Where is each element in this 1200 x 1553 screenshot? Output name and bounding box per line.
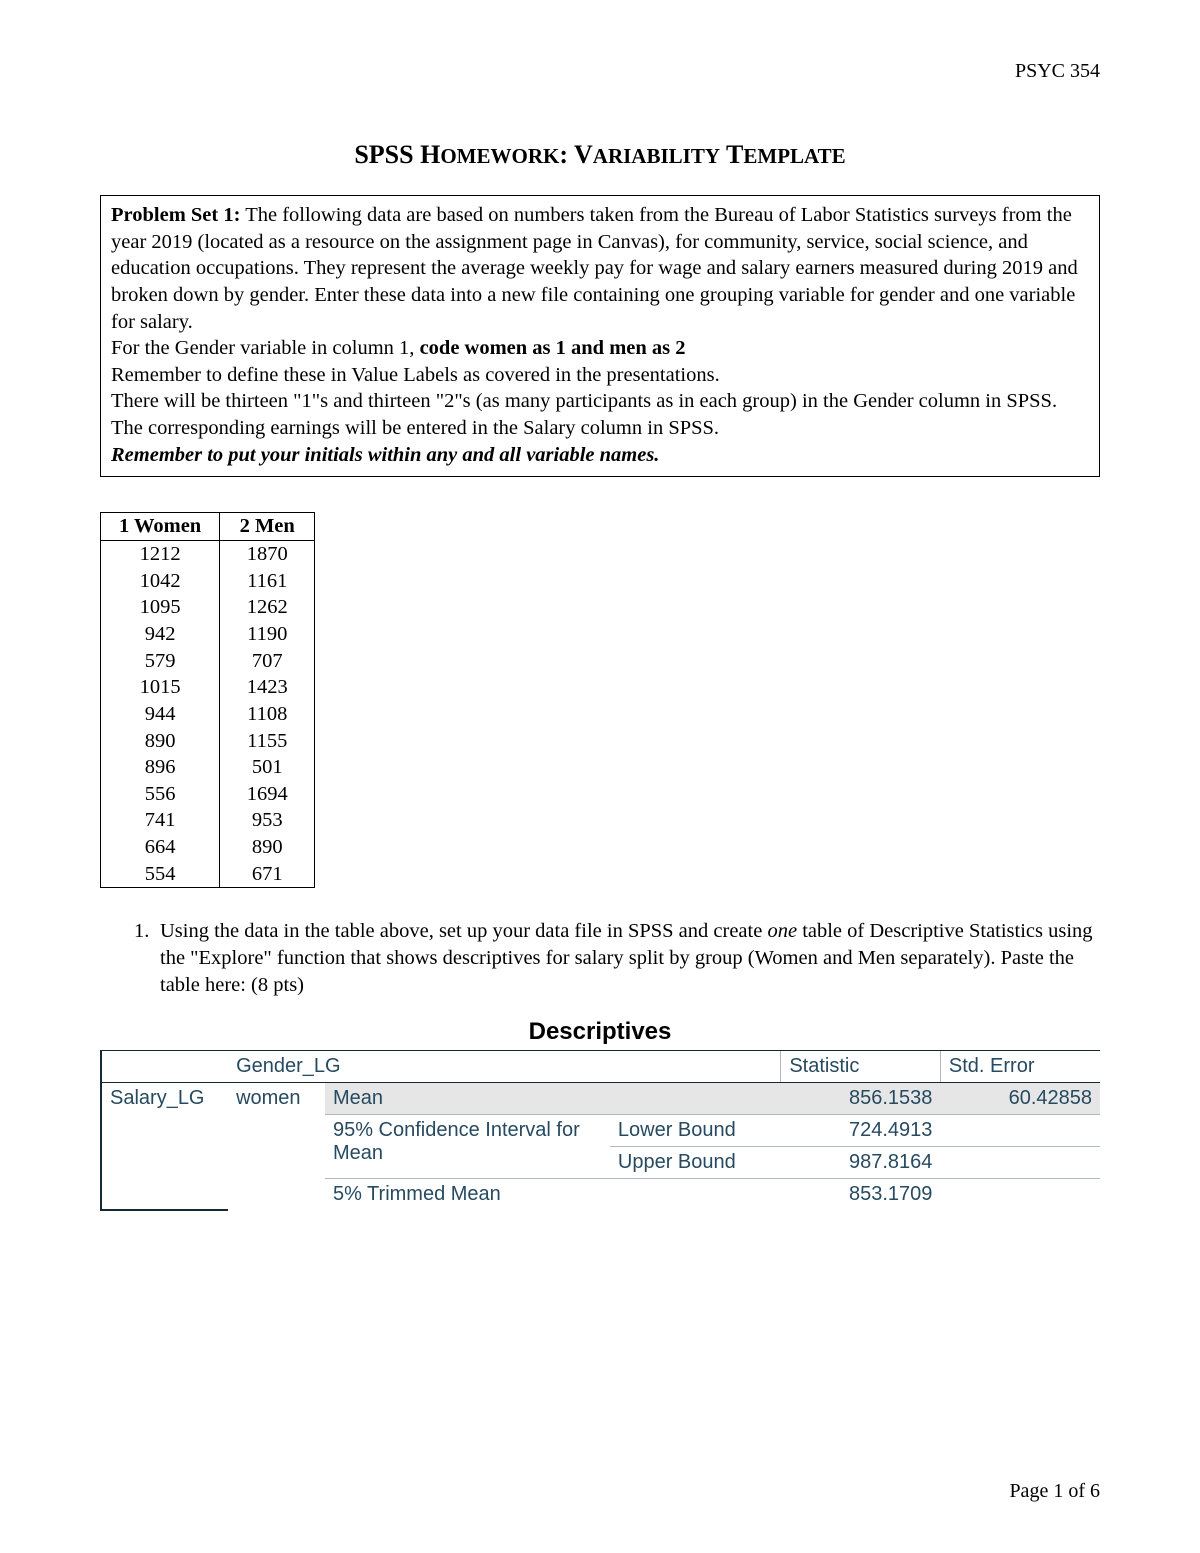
title-part: : V	[559, 140, 592, 169]
spss-trim-label: 5% Trimmed Mean	[325, 1179, 781, 1211]
page-footer: Page 1 of 6	[1009, 1480, 1100, 1503]
data-cell: 556	[101, 781, 220, 808]
data-cell: 664	[101, 834, 220, 861]
page: PSYC 354 SPSS HOMEWORK: VARIABILITY TEMP…	[0, 0, 1200, 1553]
table-row: 896501	[101, 754, 315, 781]
spss-group-label: women	[228, 1083, 325, 1211]
page-title: SPSS HOMEWORK: VARIABILITY TEMPLATE	[100, 140, 1100, 170]
spss-trim-stat: 853.1709	[781, 1179, 941, 1211]
spss-upper-label: Upper Bound	[610, 1147, 781, 1179]
title-part: EMPLATE	[743, 144, 845, 168]
data-cell: 1095	[101, 594, 220, 621]
data-cell: 1262	[220, 594, 315, 621]
data-cell: 1042	[101, 568, 220, 595]
course-header: PSYC 354	[1015, 60, 1100, 83]
problem-text: Remember to define these in Value Labels…	[111, 364, 720, 386]
spss-mean-se: 60.42858	[940, 1083, 1100, 1115]
data-cell: 1015	[101, 674, 220, 701]
problem-label: Problem Set 1:	[111, 204, 240, 226]
table-row: 10951262	[101, 594, 315, 621]
question-em: one	[767, 920, 797, 942]
data-cell: 1694	[220, 781, 315, 808]
data-cell: 554	[101, 861, 220, 888]
data-cell: 944	[101, 701, 220, 728]
table-row: 664890	[101, 834, 315, 861]
question-text: Using the data in the table above, set u…	[160, 920, 767, 942]
data-cell: 890	[220, 834, 315, 861]
problem-text: The following data are based on numbers …	[111, 204, 1078, 333]
data-cell: 579	[101, 648, 220, 675]
problem-text: For the Gender variable in column 1,	[111, 337, 420, 359]
table-row: 12121870	[101, 541, 315, 568]
spss-lower-label: Lower Bound	[610, 1115, 781, 1147]
data-cell: 741	[101, 807, 220, 834]
data-table: 1 Women2 Men 121218701042116110951262942…	[100, 512, 315, 888]
footer-page-num: 1	[1053, 1480, 1063, 1502]
problem-bold: code women as 1 and men as 2	[420, 337, 686, 359]
data-cell: 953	[220, 807, 315, 834]
problem-text: There will be thirteen "1"s and thirteen…	[111, 390, 1057, 412]
title-part: SPSS H	[354, 140, 440, 169]
question-1: 1.Using the data in the table above, set…	[100, 918, 1100, 998]
spss-row-mean: Salary_LG women Mean 856.1538 60.42858	[101, 1083, 1100, 1115]
table-row: 10421161	[101, 568, 315, 595]
data-cell: 942	[101, 621, 220, 648]
spss-header-row: Gender_LG Statistic Std. Error	[101, 1051, 1100, 1083]
data-cell: 501	[220, 754, 315, 781]
title-part: T	[720, 140, 743, 169]
spss-mean-stat: 856.1538	[781, 1083, 941, 1115]
title-part: OMEWORK	[440, 144, 559, 168]
data-cell: 890	[101, 728, 220, 755]
data-cell: 1423	[220, 674, 315, 701]
data-table-header: 1 Women	[101, 513, 220, 541]
spss-ci-label: 95% Confidence Interval for Mean	[325, 1115, 610, 1179]
problem-text: The corresponding earnings will be enter…	[111, 417, 719, 439]
spss-mean-label: Mean	[325, 1083, 781, 1115]
table-row: 741953	[101, 807, 315, 834]
spss-header-stderror: Std. Error	[940, 1051, 1100, 1083]
table-row: 10151423	[101, 674, 315, 701]
data-table-header: 2 Men	[220, 513, 315, 541]
data-cell: 707	[220, 648, 315, 675]
spss-upper-stat: 987.8164	[781, 1147, 941, 1179]
table-row: 579707	[101, 648, 315, 675]
data-cell: 671	[220, 861, 315, 888]
table-row: 9421190	[101, 621, 315, 648]
footer-text: Page	[1009, 1480, 1053, 1502]
title-part: ARIABILITY	[593, 144, 720, 168]
data-cell: 896	[101, 754, 220, 781]
footer-page-total: 6	[1090, 1480, 1100, 1502]
data-cell: 1212	[101, 541, 220, 568]
data-cell: 1190	[220, 621, 315, 648]
spss-header-statistic: Statistic	[781, 1051, 941, 1083]
question-number: 1.	[134, 918, 160, 945]
table-row: 554671	[101, 861, 315, 888]
descriptives-title: Descriptives	[100, 1018, 1100, 1046]
footer-text: of	[1063, 1480, 1090, 1502]
spss-header-gender: Gender_LG	[228, 1051, 781, 1083]
spss-descriptives-table: Gender_LG Statistic Std. Error Salary_LG…	[100, 1050, 1100, 1211]
data-cell: 1108	[220, 701, 315, 728]
spss-lower-stat: 724.4913	[781, 1115, 941, 1147]
table-row: 5561694	[101, 781, 315, 808]
problem-box: Problem Set 1: The following data are ba…	[100, 195, 1100, 477]
spss-salary-label: Salary_LG	[101, 1083, 228, 1211]
problem-remember: Remember to put your initials within any…	[111, 444, 659, 466]
table-row: 9441108	[101, 701, 315, 728]
data-cell: 1161	[220, 568, 315, 595]
data-cell: 1870	[220, 541, 315, 568]
data-cell: 1155	[220, 728, 315, 755]
table-row: 8901155	[101, 728, 315, 755]
